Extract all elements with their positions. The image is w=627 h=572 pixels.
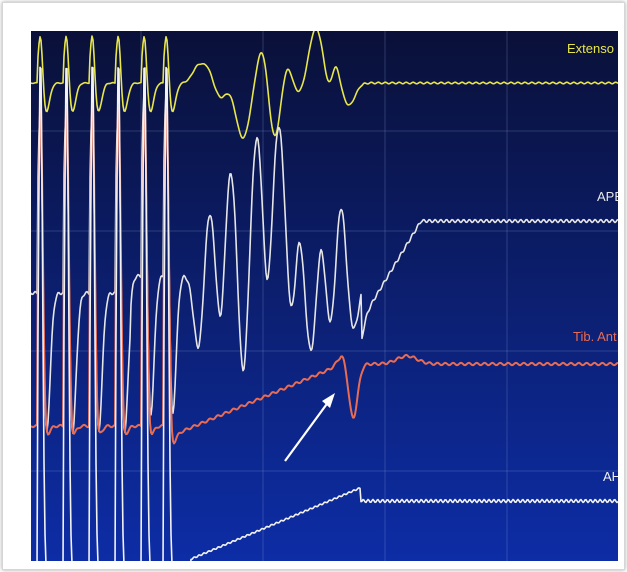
annotation-arrow-head	[322, 393, 335, 408]
annotation-arrow-shaft	[284, 400, 330, 462]
trace-tib-ant	[31, 104, 618, 445]
chart-background	[31, 31, 618, 561]
trace-extensor	[31, 31, 618, 139]
series-label-extenso: Extenso	[567, 41, 614, 56]
trace-group	[31, 31, 618, 561]
chart-grid	[31, 31, 618, 561]
annotation-arrow	[284, 393, 335, 462]
trace-label-group: Extenso APB Tib. Ant AH	[567, 41, 618, 484]
series-label-tib-ant: Tib. Ant	[573, 329, 617, 344]
series-label-ah: AH	[603, 469, 618, 484]
emg-trace-chart: Extenso APB Tib. Ant AH	[31, 31, 618, 561]
annotation-group	[284, 393, 335, 462]
series-label-apb: APB	[597, 189, 618, 204]
trace-apb	[31, 92, 618, 435]
trace-ah	[36, 66, 618, 561]
